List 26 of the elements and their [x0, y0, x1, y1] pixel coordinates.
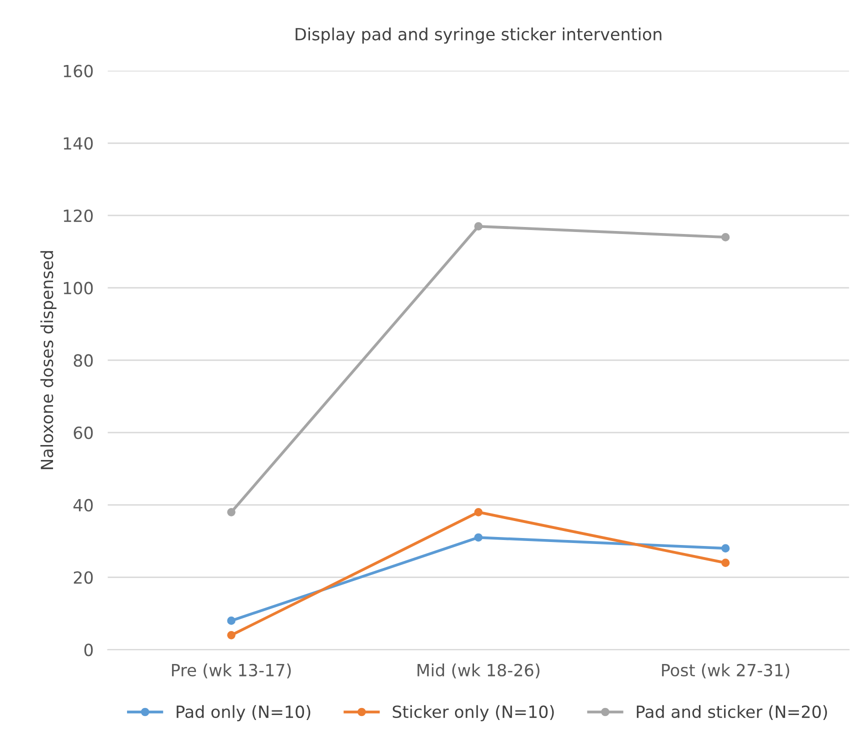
point	[227, 631, 236, 640]
point	[474, 222, 483, 231]
y-tick-label: 120	[64, 209, 93, 222]
point	[721, 558, 730, 567]
y-tick-label: 20	[74, 571, 93, 584]
y-tick-label: 0	[84, 644, 93, 656]
point	[474, 533, 483, 542]
point	[227, 616, 236, 625]
y-tick-label: 60	[74, 426, 93, 440]
y-tick-label: 160	[64, 64, 93, 78]
point	[474, 508, 483, 516]
x-tick-label: Post (wk 27-31)	[662, 664, 790, 678]
legend-label: Sticker only (N=10)	[392, 705, 554, 722]
point	[721, 233, 730, 242]
legend-label: Pad and sticker (N=20)	[636, 705, 827, 720]
x-tick-label: Pre (wk 13-17)	[172, 664, 291, 678]
point	[721, 544, 730, 553]
y-tick-label: 40	[73, 498, 93, 512]
y-tick-label: 100	[64, 282, 93, 294]
y-axis-title: Naloxone doses dispensed	[40, 251, 56, 470]
legend-label: Pad only (N=10)	[176, 705, 310, 722]
y-tick-label: 140	[64, 137, 93, 150]
chart-title: Display pad and syringe sticker intervention	[296, 28, 662, 44]
y-tick-label: 80	[74, 354, 93, 367]
point	[227, 508, 236, 516]
x-tick-label: Mid (wk 18-26)	[418, 664, 540, 678]
